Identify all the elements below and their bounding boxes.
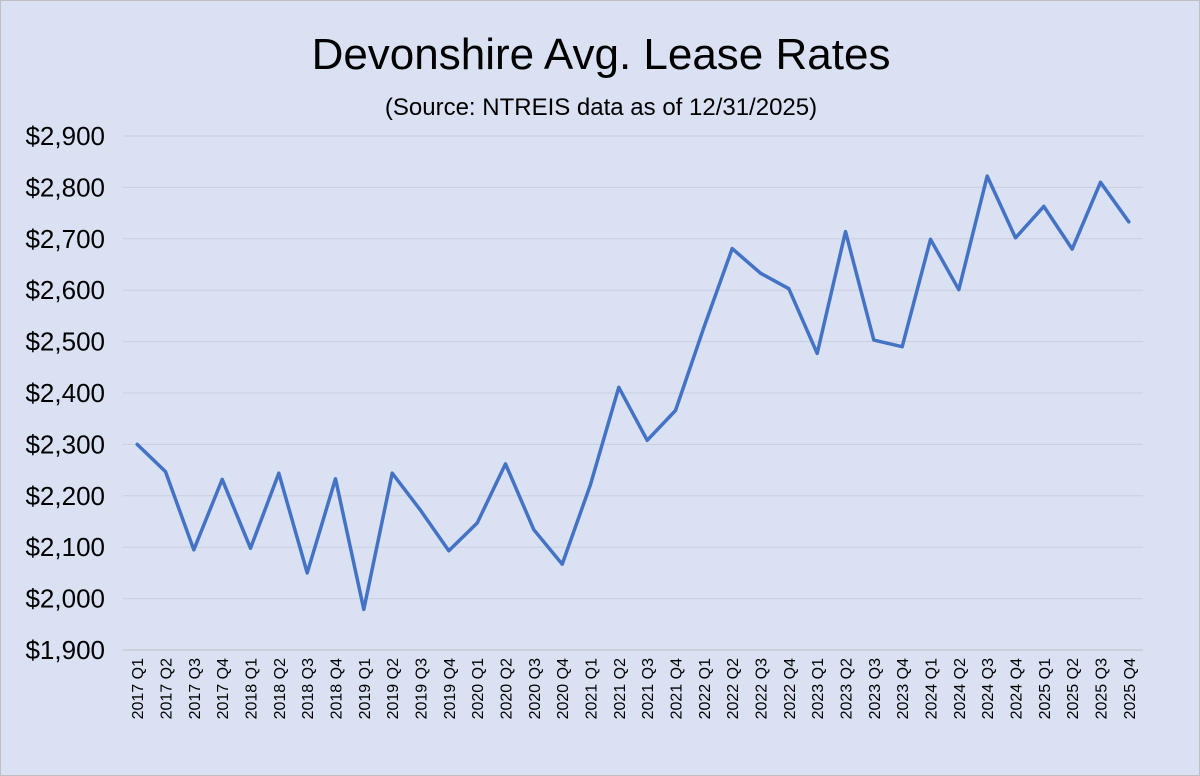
y-tick-label: $2,500 bbox=[25, 327, 105, 357]
gridlines bbox=[123, 135, 1143, 651]
data-point bbox=[277, 471, 281, 475]
data-point bbox=[447, 549, 451, 553]
x-tick-label: 2020 Q4 bbox=[555, 658, 572, 719]
x-tick-label: 2021 Q1 bbox=[584, 658, 601, 719]
series-layer bbox=[135, 174, 1131, 612]
data-point bbox=[617, 385, 621, 389]
x-tick-label: 2024 Q1 bbox=[924, 658, 941, 719]
x-tick-label: 2022 Q4 bbox=[782, 658, 799, 719]
y-tick-label: $2,600 bbox=[25, 275, 105, 305]
x-tick-label: 2023 Q3 bbox=[867, 658, 884, 719]
data-point bbox=[730, 247, 734, 251]
y-tick-label: $2,000 bbox=[25, 584, 105, 614]
data-point bbox=[164, 470, 167, 474]
x-tick-label: 2023 Q1 bbox=[810, 658, 827, 719]
data-point bbox=[560, 562, 564, 566]
chart-subtitle: (Source: NTREIS data as of 12/31/2025) bbox=[385, 94, 817, 121]
data-point bbox=[532, 528, 536, 532]
data-point bbox=[872, 338, 876, 342]
data-point bbox=[504, 462, 507, 466]
x-tick-label: 2020 Q2 bbox=[499, 658, 516, 719]
data-point bbox=[702, 326, 706, 330]
x-tick-label: 2022 Q1 bbox=[697, 658, 714, 719]
y-tick-label: $2,700 bbox=[25, 224, 105, 254]
data-point bbox=[1042, 204, 1046, 208]
data-point bbox=[390, 471, 394, 475]
y-tick-label: $2,200 bbox=[25, 481, 105, 511]
data-point bbox=[362, 607, 366, 611]
y-tick-label: $2,800 bbox=[25, 172, 105, 202]
data-point bbox=[249, 546, 252, 550]
x-tick-label: 2025 Q2 bbox=[1065, 658, 1082, 719]
data-point bbox=[135, 442, 139, 446]
data-point bbox=[334, 477, 337, 481]
x-tick-label: 2021 Q4 bbox=[669, 658, 686, 719]
x-tick-label: 2017 Q2 bbox=[159, 658, 176, 719]
data-point bbox=[589, 482, 592, 486]
x-tick-label: 2025 Q4 bbox=[1122, 658, 1139, 719]
x-tick-label: 2019 Q3 bbox=[414, 658, 431, 719]
x-tick-label: 2019 Q2 bbox=[385, 658, 402, 719]
data-point bbox=[1099, 180, 1102, 184]
data-point bbox=[645, 438, 649, 442]
x-tick-label: 2017 Q3 bbox=[187, 658, 204, 719]
x-tick-label: 2020 Q1 bbox=[470, 658, 487, 719]
chart-title: Devonshire Avg. Lease Rates bbox=[312, 30, 891, 79]
data-point bbox=[1070, 247, 1074, 251]
data-point bbox=[985, 174, 989, 178]
series-line bbox=[135, 174, 1131, 612]
data-point bbox=[1014, 236, 1017, 240]
x-tick-label: 2023 Q4 bbox=[895, 658, 912, 719]
x-tick-label: 2019 Q4 bbox=[442, 658, 459, 719]
data-point bbox=[815, 351, 819, 355]
data-point bbox=[844, 230, 847, 234]
x-tick-label: 2024 Q3 bbox=[980, 658, 997, 719]
x-tick-label: 2017 Q4 bbox=[215, 658, 232, 719]
y-tick-label: $2,400 bbox=[25, 378, 105, 408]
data-point bbox=[192, 548, 196, 552]
y-tick-label: $2,900 bbox=[25, 121, 105, 151]
x-tick-label: 2018 Q2 bbox=[272, 658, 289, 719]
x-tick-label: 2025 Q1 bbox=[1037, 658, 1054, 719]
data-point bbox=[957, 288, 961, 292]
x-tick-label: 2018 Q3 bbox=[300, 658, 317, 719]
data-point bbox=[929, 237, 932, 241]
x-tick-label: 2024 Q4 bbox=[1009, 658, 1026, 719]
data-point bbox=[1127, 220, 1131, 224]
x-tick-label: 2018 Q1 bbox=[244, 658, 261, 719]
x-tick-label: 2017 Q1 bbox=[130, 658, 147, 719]
y-tick-label: $1,900 bbox=[25, 635, 105, 665]
x-tick-label: 2019 Q1 bbox=[357, 658, 374, 719]
data-point bbox=[475, 521, 479, 525]
x-tick-label: 2024 Q2 bbox=[952, 658, 969, 719]
y-tick-label: $2,300 bbox=[25, 429, 105, 459]
y-axis-ticks: $1,900 $2,000 $2,100 $2,200 $2,300 $2,400 $2,5… bbox=[25, 121, 105, 665]
x-tick-label: 2022 Q3 bbox=[754, 658, 771, 719]
x-tick-label: 2022 Q2 bbox=[725, 658, 742, 719]
data-point bbox=[900, 345, 904, 349]
x-tick-label: 2021 Q2 bbox=[612, 658, 629, 719]
y-tick-label: $2,100 bbox=[25, 532, 105, 562]
x-tick-label: 2021 Q3 bbox=[640, 658, 657, 719]
x-tick-label: 2023 Q2 bbox=[839, 658, 856, 719]
x-tick-label: 2020 Q3 bbox=[527, 658, 544, 719]
data-point bbox=[419, 508, 422, 512]
data-point bbox=[305, 571, 309, 575]
data-point bbox=[787, 287, 791, 291]
x-tick-label: 2018 Q4 bbox=[329, 658, 346, 719]
x-tick-label: 2025 Q3 bbox=[1094, 658, 1111, 719]
data-point bbox=[220, 477, 224, 481]
x-axis-ticks: 2017 Q1 2017 Q2 2017 Q3 2017 Q4 2018 Q1 2018 … bbox=[130, 658, 1139, 719]
data-point bbox=[674, 408, 677, 412]
data-point bbox=[759, 271, 762, 275]
